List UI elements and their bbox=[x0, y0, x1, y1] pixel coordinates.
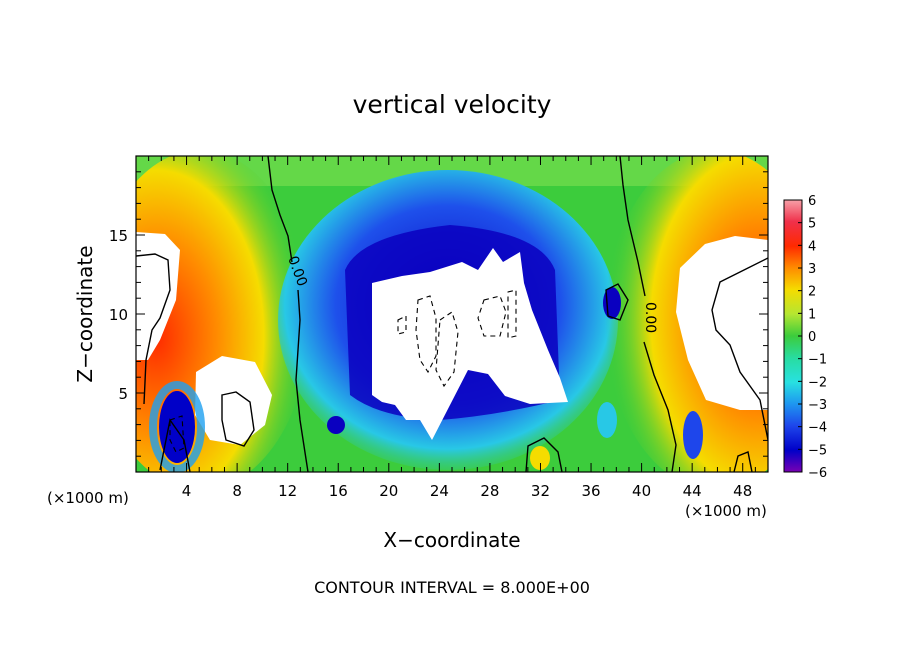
contour-bottom-mid bbox=[525, 437, 563, 472]
x-tick-label: 16 bbox=[329, 482, 348, 500]
colorbar-tick-label: −4 bbox=[808, 421, 827, 436]
contour-bottom-right bbox=[733, 451, 753, 472]
y-tick-label: 15 bbox=[109, 227, 128, 245]
x-tick-label: 36 bbox=[581, 482, 600, 500]
x-tick-label: 32 bbox=[531, 482, 550, 500]
contour-right-white bbox=[711, 257, 768, 441]
y-axis-ticks: 5 10 15 bbox=[109, 171, 768, 457]
dashed-contour-d bbox=[507, 289, 517, 339]
colorbar-tick-label: −3 bbox=[808, 398, 827, 413]
x-tick-label: 28 bbox=[480, 482, 499, 500]
y-axis-label: Z−coordinate bbox=[73, 245, 97, 382]
colorbar-tick-label: 4 bbox=[808, 239, 816, 254]
zero-contour-left-lower bbox=[295, 289, 309, 472]
colorbar-tick-label: 0 bbox=[808, 330, 816, 345]
dashed-contour-c bbox=[477, 295, 507, 337]
y-tick-label: 5 bbox=[118, 385, 128, 403]
x-axis-label: X−coordinate bbox=[383, 528, 520, 552]
contour-label-right: 0.00 bbox=[642, 302, 658, 333]
x-tick-label: 48 bbox=[733, 482, 752, 500]
colorbar-tick-label: −2 bbox=[808, 375, 827, 390]
colorbar-tick-label: −6 bbox=[808, 466, 827, 481]
left-downdraft-edge bbox=[149, 381, 205, 472]
x-tick-label: 8 bbox=[232, 482, 242, 500]
x-tick-label: 20 bbox=[379, 482, 398, 500]
x-tick-label: 4 bbox=[182, 482, 192, 500]
contour-left-white bbox=[136, 253, 171, 405]
dashed-contour-e bbox=[397, 315, 407, 335]
colorbar-tick-label: −1 bbox=[808, 353, 827, 368]
contour-interval-note: CONTOUR INTERVAL = 8.000E+00 bbox=[314, 578, 590, 597]
contour-left-edge bbox=[159, 418, 191, 472]
x-tick-label: 12 bbox=[278, 482, 297, 500]
x-tick-label: 24 bbox=[430, 482, 449, 500]
contour-left-lower bbox=[221, 391, 255, 447]
y-tick-label: 10 bbox=[109, 306, 128, 324]
small-downdraft-a bbox=[327, 416, 345, 434]
right-updraft-white bbox=[676, 236, 768, 410]
zero-contour-right bbox=[619, 156, 646, 297]
x-unit-right: (×1000 m) bbox=[685, 502, 767, 520]
x-tick-label: 40 bbox=[632, 482, 651, 500]
zero-contour-right-lower bbox=[643, 341, 677, 472]
dashed-contour-b bbox=[435, 311, 459, 388]
small-updraft-a bbox=[530, 446, 550, 470]
contour-right-small bbox=[605, 283, 629, 321]
x-axis-ticks: 4 8 12 16 20 24 28 32 36 40 44 48 bbox=[148, 156, 756, 500]
chart-title: vertical velocity bbox=[353, 90, 552, 119]
left-downdraft bbox=[159, 391, 195, 463]
colorbar-ticks: 6 5 4 3 2 1 0 −1 −2 −3 −4 −5 −6 bbox=[798, 194, 827, 481]
colorbar-tick-label: 1 bbox=[808, 307, 816, 322]
colorbar-tick-label: 2 bbox=[808, 285, 816, 300]
zero-contour-left bbox=[267, 156, 293, 263]
x-unit-left: (×1000 m) bbox=[47, 489, 129, 507]
left-updraft-white bbox=[136, 232, 180, 360]
colorbar-tick-label: 3 bbox=[808, 262, 816, 277]
dashed-contour-f bbox=[169, 415, 185, 453]
x-tick-label: 44 bbox=[683, 482, 702, 500]
central-white bbox=[372, 248, 568, 440]
colorbar-tick-label: −5 bbox=[808, 443, 827, 458]
velocity-field bbox=[136, 156, 768, 472]
right-downdraft bbox=[683, 411, 703, 459]
dashed-contours bbox=[169, 289, 517, 453]
colorbar-tick-label: 5 bbox=[808, 217, 816, 232]
dashed-contour-a bbox=[415, 295, 437, 374]
contour-lines bbox=[136, 156, 768, 472]
colorbar-tick-label: 6 bbox=[808, 194, 816, 209]
small-downdraft-c bbox=[597, 402, 617, 438]
